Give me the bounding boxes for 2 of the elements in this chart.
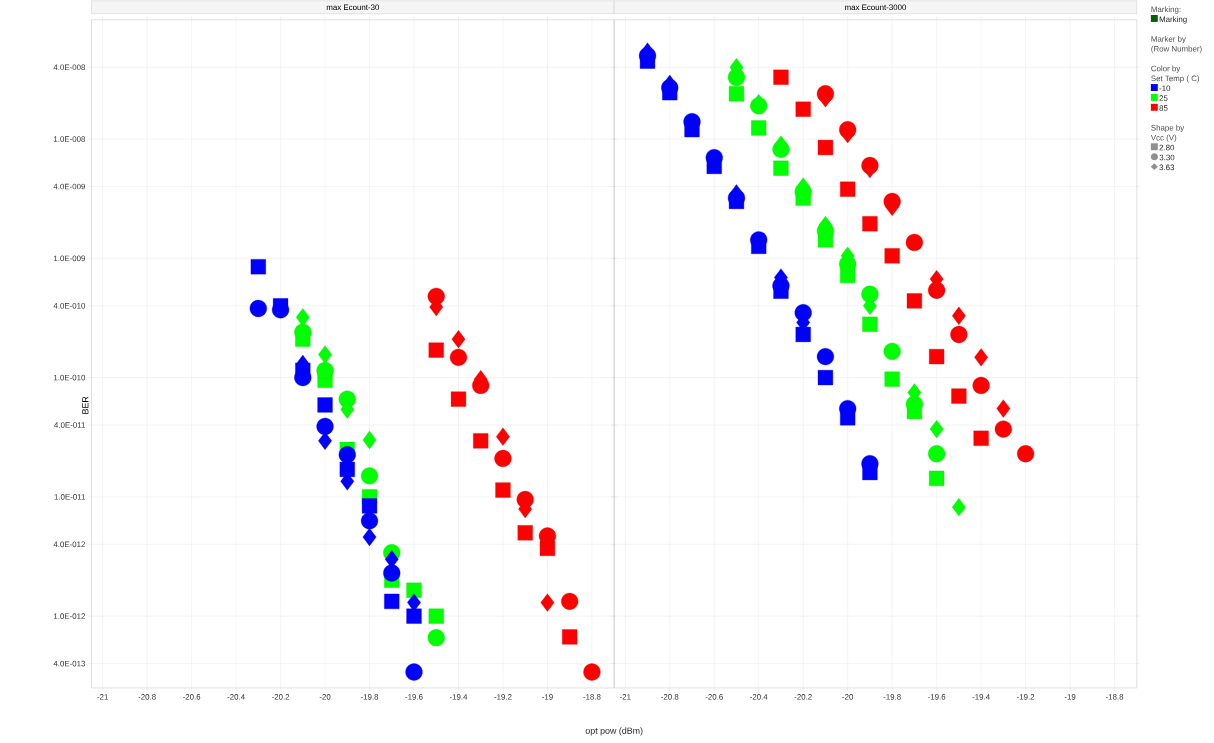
x-axis-title: opt pow (dBm) [585,727,643,736]
y-axis-title: BER [82,396,89,414]
